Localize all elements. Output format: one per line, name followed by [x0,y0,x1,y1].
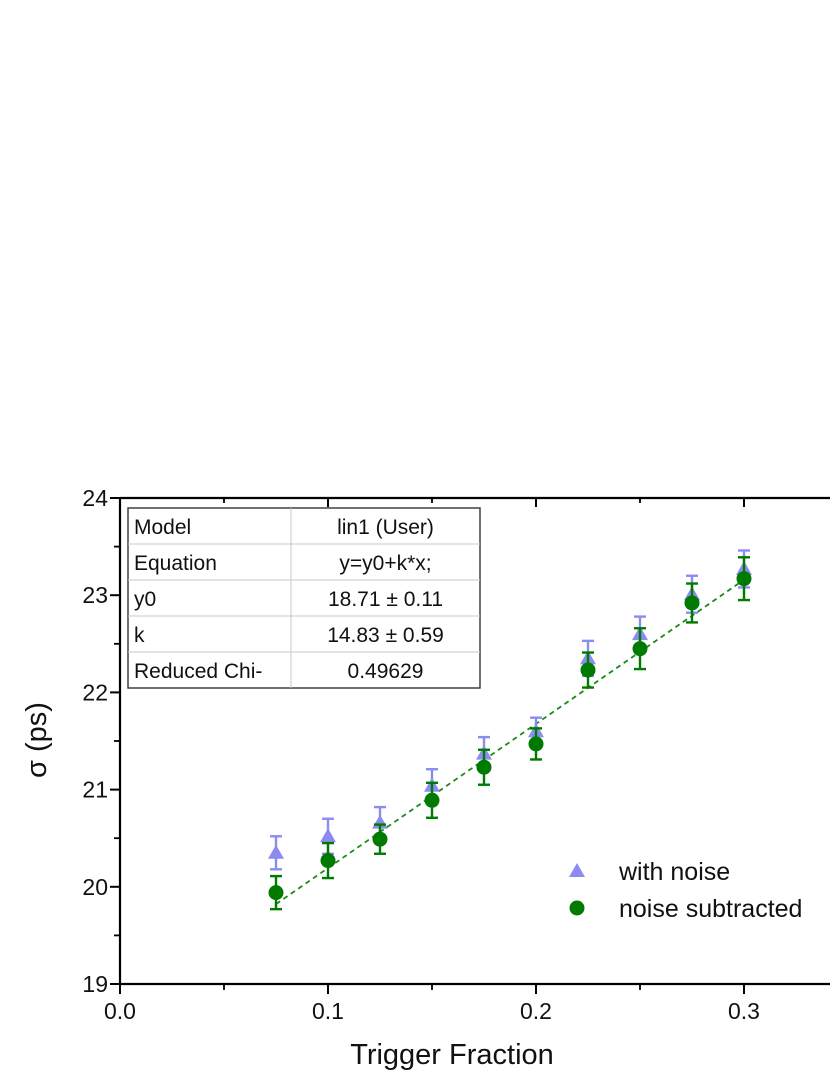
x-tick-label: 0.1 [312,998,344,1024]
x-tick-label: 0.2 [520,998,552,1024]
table-label: Model [134,516,191,539]
circle-marker [476,759,492,775]
x-tick-label: 0.3 [728,998,760,1024]
table-label: Reduced Chi- [134,660,262,683]
fit-parameter-table: Model lin1 (User) Equation y=y0+k*x; y0 18.71… [127,507,481,689]
legend-triangle-marker [569,863,585,877]
fit-line [275,579,745,905]
triangle-marker [268,844,284,859]
series-noise-subtracted [268,556,752,911]
circle-marker [528,736,544,752]
circle-marker [736,571,752,587]
x-tick-label: 0.0 [104,998,136,1024]
table-value: 0.49629 [348,660,424,683]
legend-label: noise subtracted [619,895,802,923]
x-axis-title: Trigger Fraction [350,1039,554,1071]
axes: 0.0 0.1 0.2 0.3 19 20 21 22 23 24 [82,485,830,1024]
y-tick-label: 22 [82,679,108,705]
y-axis-title: σ (ps) [21,702,53,778]
y-tick-label: 19 [82,971,108,997]
circle-marker [580,662,596,678]
table-value: lin1 (User) [337,516,434,539]
y-tick-label: 21 [82,777,108,803]
triangle-marker [320,828,336,843]
table-label: k [134,624,145,647]
table-label: Equation [134,552,217,575]
table-value: 14.83 ± 0.59 [327,624,444,647]
circle-marker [424,792,440,808]
y-tick-label: 20 [82,874,108,900]
table-value: y=y0+k*x; [339,552,431,575]
fit-layer [275,579,745,905]
circle-marker [268,885,284,901]
points-layer [268,549,752,911]
legend: with noise noise subtracted [569,858,802,923]
legend-circle-marker [569,900,585,916]
circle-marker [320,853,336,869]
circle-marker [684,595,700,611]
circle-marker [632,641,648,657]
table-label: y0 [134,588,156,611]
y-tick-label: 23 [82,582,108,608]
legend-label: with noise [618,858,730,886]
table-value: 18.71 ± 0.11 [328,588,443,611]
table-frame [127,507,481,689]
circle-marker [372,831,388,847]
y-tick-label: 24 [82,485,108,511]
